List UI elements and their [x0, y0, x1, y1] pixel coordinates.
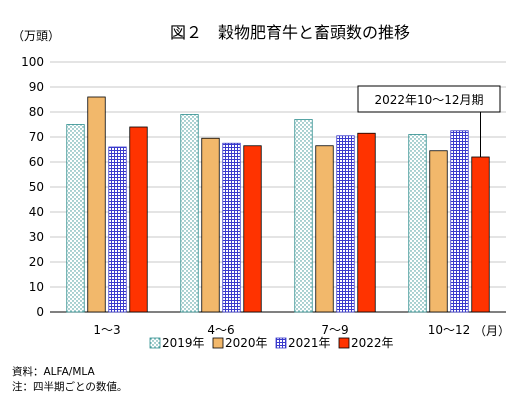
legend-label: 2019年	[162, 336, 205, 350]
y-tick-label: 100	[21, 55, 44, 69]
bar-2019年-1〜3	[66, 124, 85, 313]
bars	[66, 96, 490, 313]
y-tick-label: 70	[29, 130, 44, 144]
y-tick-label: 10	[29, 280, 44, 294]
y-tick-label: 50	[29, 180, 44, 194]
bar-2019年-10〜12	[408, 134, 427, 313]
bar-2022年-1〜3	[129, 126, 148, 313]
y-tick-label: 30	[29, 230, 44, 244]
bar-2022年-7〜9	[357, 132, 376, 313]
bar-2020年-7〜9	[315, 145, 334, 313]
legend-label: 2021年	[288, 336, 331, 350]
legend-label: 2022年	[351, 336, 394, 350]
y-tick-label: 20	[29, 255, 44, 269]
bar-2019年-4〜6	[180, 114, 199, 313]
annotation-text: 2022年10〜12月期	[374, 93, 483, 107]
bar-2020年-1〜3	[87, 96, 106, 313]
x-tick-label: 1〜3	[93, 323, 120, 337]
source-note: 資料：ALFA/MLA	[12, 366, 95, 378]
bar-2021年-7〜9	[336, 135, 355, 313]
y-tick-label: 40	[29, 205, 44, 219]
annotation: 2022年10〜12月期	[357, 85, 501, 157]
bar-2020年-10〜12	[429, 150, 448, 313]
bar-2022年-10〜12	[471, 156, 490, 313]
legend-swatch	[149, 337, 161, 349]
chart-title: 図２ 穀物肥育牛と畜頭数の推移	[170, 23, 410, 42]
footnote: 注：四半期ごとの数値。	[12, 381, 128, 393]
legend-swatch	[338, 337, 350, 349]
y-axis-ticks: 0 10 20 30 40 50 60 70 80 90 100	[21, 55, 44, 319]
legend: 2019年 2020年 2021年 2022年	[149, 336, 394, 350]
bar-2022年-4〜6	[243, 145, 262, 313]
legend-label: 2020年	[225, 336, 268, 350]
x-tick-label: 4〜6	[207, 323, 234, 337]
y-tick-label: 90	[29, 80, 44, 94]
y-tick-label: 80	[29, 105, 44, 119]
y-axis-unit-label: （万頭）	[12, 29, 60, 43]
bar-2021年-10〜12	[450, 130, 469, 313]
legend-swatch	[212, 337, 224, 349]
y-tick-label: 0	[36, 305, 44, 319]
x-tick-label: 7〜9	[321, 323, 348, 337]
x-axis-unit-label: （月）	[474, 324, 510, 338]
bar-2020年-4〜6	[201, 137, 220, 313]
x-tick-label: 10〜12	[428, 323, 471, 337]
legend-swatch	[275, 337, 287, 349]
bar-2021年-1〜3	[108, 146, 127, 313]
y-tick-label: 60	[29, 155, 44, 169]
bar-2021年-4〜6	[222, 142, 241, 313]
x-axis-ticks: 1〜3 4〜6 7〜9 10〜12	[93, 323, 470, 337]
bar-2019年-7〜9	[294, 119, 313, 313]
annotation-box	[357, 85, 501, 113]
